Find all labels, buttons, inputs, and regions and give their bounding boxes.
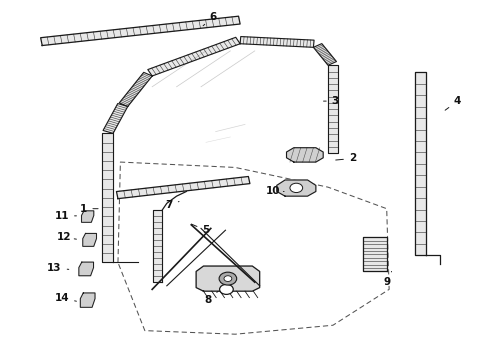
Polygon shape [415, 72, 426, 255]
Polygon shape [287, 148, 323, 162]
Text: 8: 8 [205, 291, 218, 305]
Text: 12: 12 [57, 232, 76, 242]
Polygon shape [196, 266, 260, 291]
Text: 9: 9 [383, 271, 392, 287]
Text: 11: 11 [54, 211, 76, 221]
Polygon shape [117, 176, 250, 199]
Text: 4: 4 [445, 96, 461, 110]
Text: 7: 7 [166, 200, 179, 210]
Polygon shape [240, 37, 314, 47]
Polygon shape [81, 211, 94, 222]
Polygon shape [79, 262, 94, 276]
Polygon shape [41, 16, 240, 45]
Polygon shape [277, 180, 316, 196]
Text: 3: 3 [323, 96, 339, 106]
Polygon shape [148, 37, 240, 76]
Text: 14: 14 [54, 293, 76, 303]
Text: 1: 1 [80, 204, 98, 214]
Circle shape [220, 284, 233, 294]
Circle shape [219, 272, 237, 285]
Text: 13: 13 [47, 263, 69, 273]
Circle shape [224, 276, 232, 282]
Polygon shape [153, 211, 162, 282]
Circle shape [290, 183, 303, 193]
Text: 2: 2 [336, 153, 356, 163]
Polygon shape [83, 233, 97, 246]
Polygon shape [119, 72, 152, 107]
Polygon shape [103, 104, 128, 134]
Polygon shape [314, 44, 337, 65]
Text: 5: 5 [192, 224, 210, 235]
Polygon shape [102, 134, 113, 262]
Polygon shape [363, 237, 387, 271]
Text: 10: 10 [266, 186, 284, 197]
Polygon shape [80, 293, 95, 307]
Text: 6: 6 [203, 12, 217, 26]
Polygon shape [328, 65, 338, 153]
